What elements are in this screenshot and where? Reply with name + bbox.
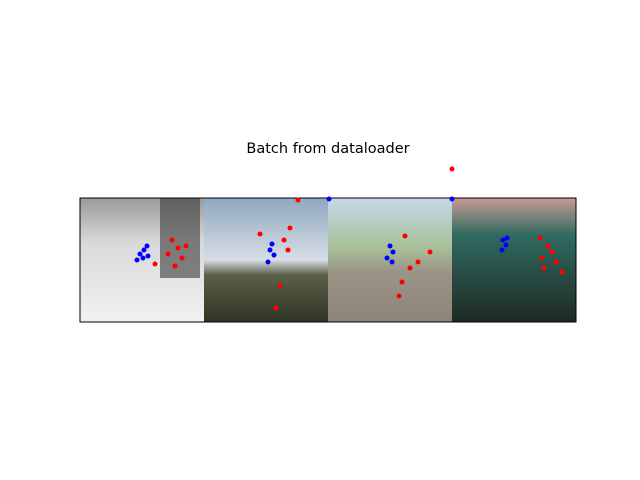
keypoints xyxy=(134,166,565,311)
figure-title: Batch from dataloader xyxy=(246,141,409,157)
red-keypoints xyxy=(152,166,565,311)
image-panel xyxy=(328,198,452,322)
image-detail xyxy=(160,198,200,278)
image-panel xyxy=(204,198,328,322)
image-grid xyxy=(79,197,577,323)
blue-keypoints xyxy=(134,196,510,265)
